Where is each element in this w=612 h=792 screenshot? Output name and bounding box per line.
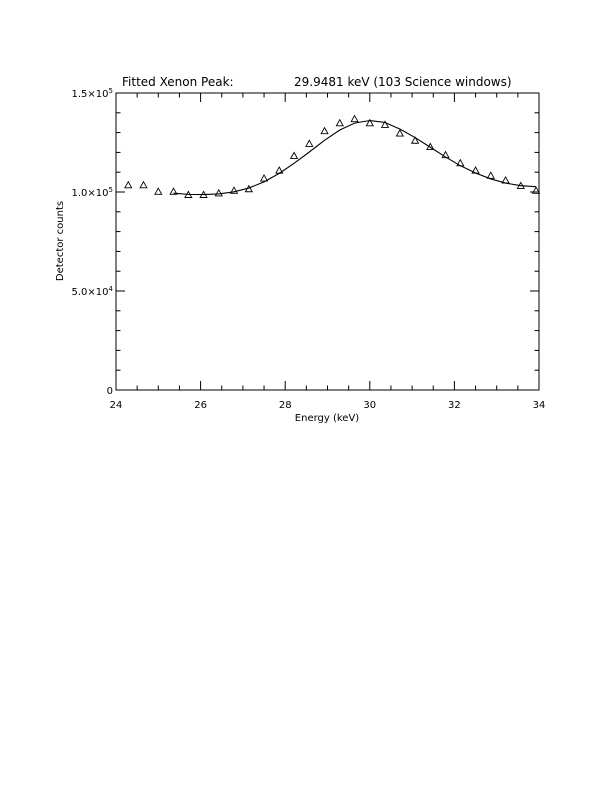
data-point-triangle [501,175,510,184]
data-point-triangle [531,186,541,194]
chart-title-left: Fitted Xenon Peak: [122,75,234,89]
data-point-triangle [244,184,253,193]
data-point-triangle [275,166,284,174]
data-point-triangle [395,129,404,137]
data-point-triangle [184,190,193,198]
axis-ticks [115,92,540,391]
fitted-curve [173,119,537,196]
y-tick-labels: 0 5.0×104 1.0×105 1.5×105 [72,87,114,397]
x-tick-label: 24 [110,400,123,411]
x-tick-label: 26 [194,400,207,411]
data-point-triangle [426,142,435,151]
data-point-triangle [471,166,480,174]
y-tick-label: 5.0×104 [72,285,114,298]
plot-frame [115,92,540,391]
data-point-triangle [199,190,208,198]
data-point-triangle [441,150,450,159]
x-tick-label: 28 [279,400,292,411]
data-point-triangle [350,114,359,123]
data-point-triangle [380,120,390,128]
y-axis-label: Detector counts [55,201,66,281]
data-point-triangle [410,136,420,144]
data-point-triangle [320,126,329,135]
data-point-triangle [516,181,525,190]
data-point-triangle [124,180,133,189]
data-point-triangle [139,180,148,189]
x-tick-label: 30 [363,400,376,411]
data-point-triangle [335,118,344,127]
x-tick-labels: 24 26 28 30 32 34 [110,400,546,411]
x-axis-label: Energy (keV) [295,413,360,424]
data-point-triangle [259,174,269,182]
y-tick-label: 1.5×105 [72,87,113,100]
x-tick-label: 32 [448,400,461,411]
data-point-triangle [486,171,495,179]
y-tick-label: 1.0×105 [72,186,113,199]
data-point-triangle [214,188,223,197]
data-point-triangle [289,151,299,159]
data-points [124,114,541,198]
y-tick-label: 0 [107,386,113,397]
x-tick-label: 34 [533,400,546,411]
data-point-triangle [169,187,178,195]
data-point-triangle [229,186,239,194]
data-point-triangle [456,158,465,167]
data-point-triangle [154,187,163,195]
data-point-triangle [365,118,374,127]
chart-title-right: 29.9481 keV (103 Science windows) [294,75,512,89]
data-point-triangle [305,139,314,147]
